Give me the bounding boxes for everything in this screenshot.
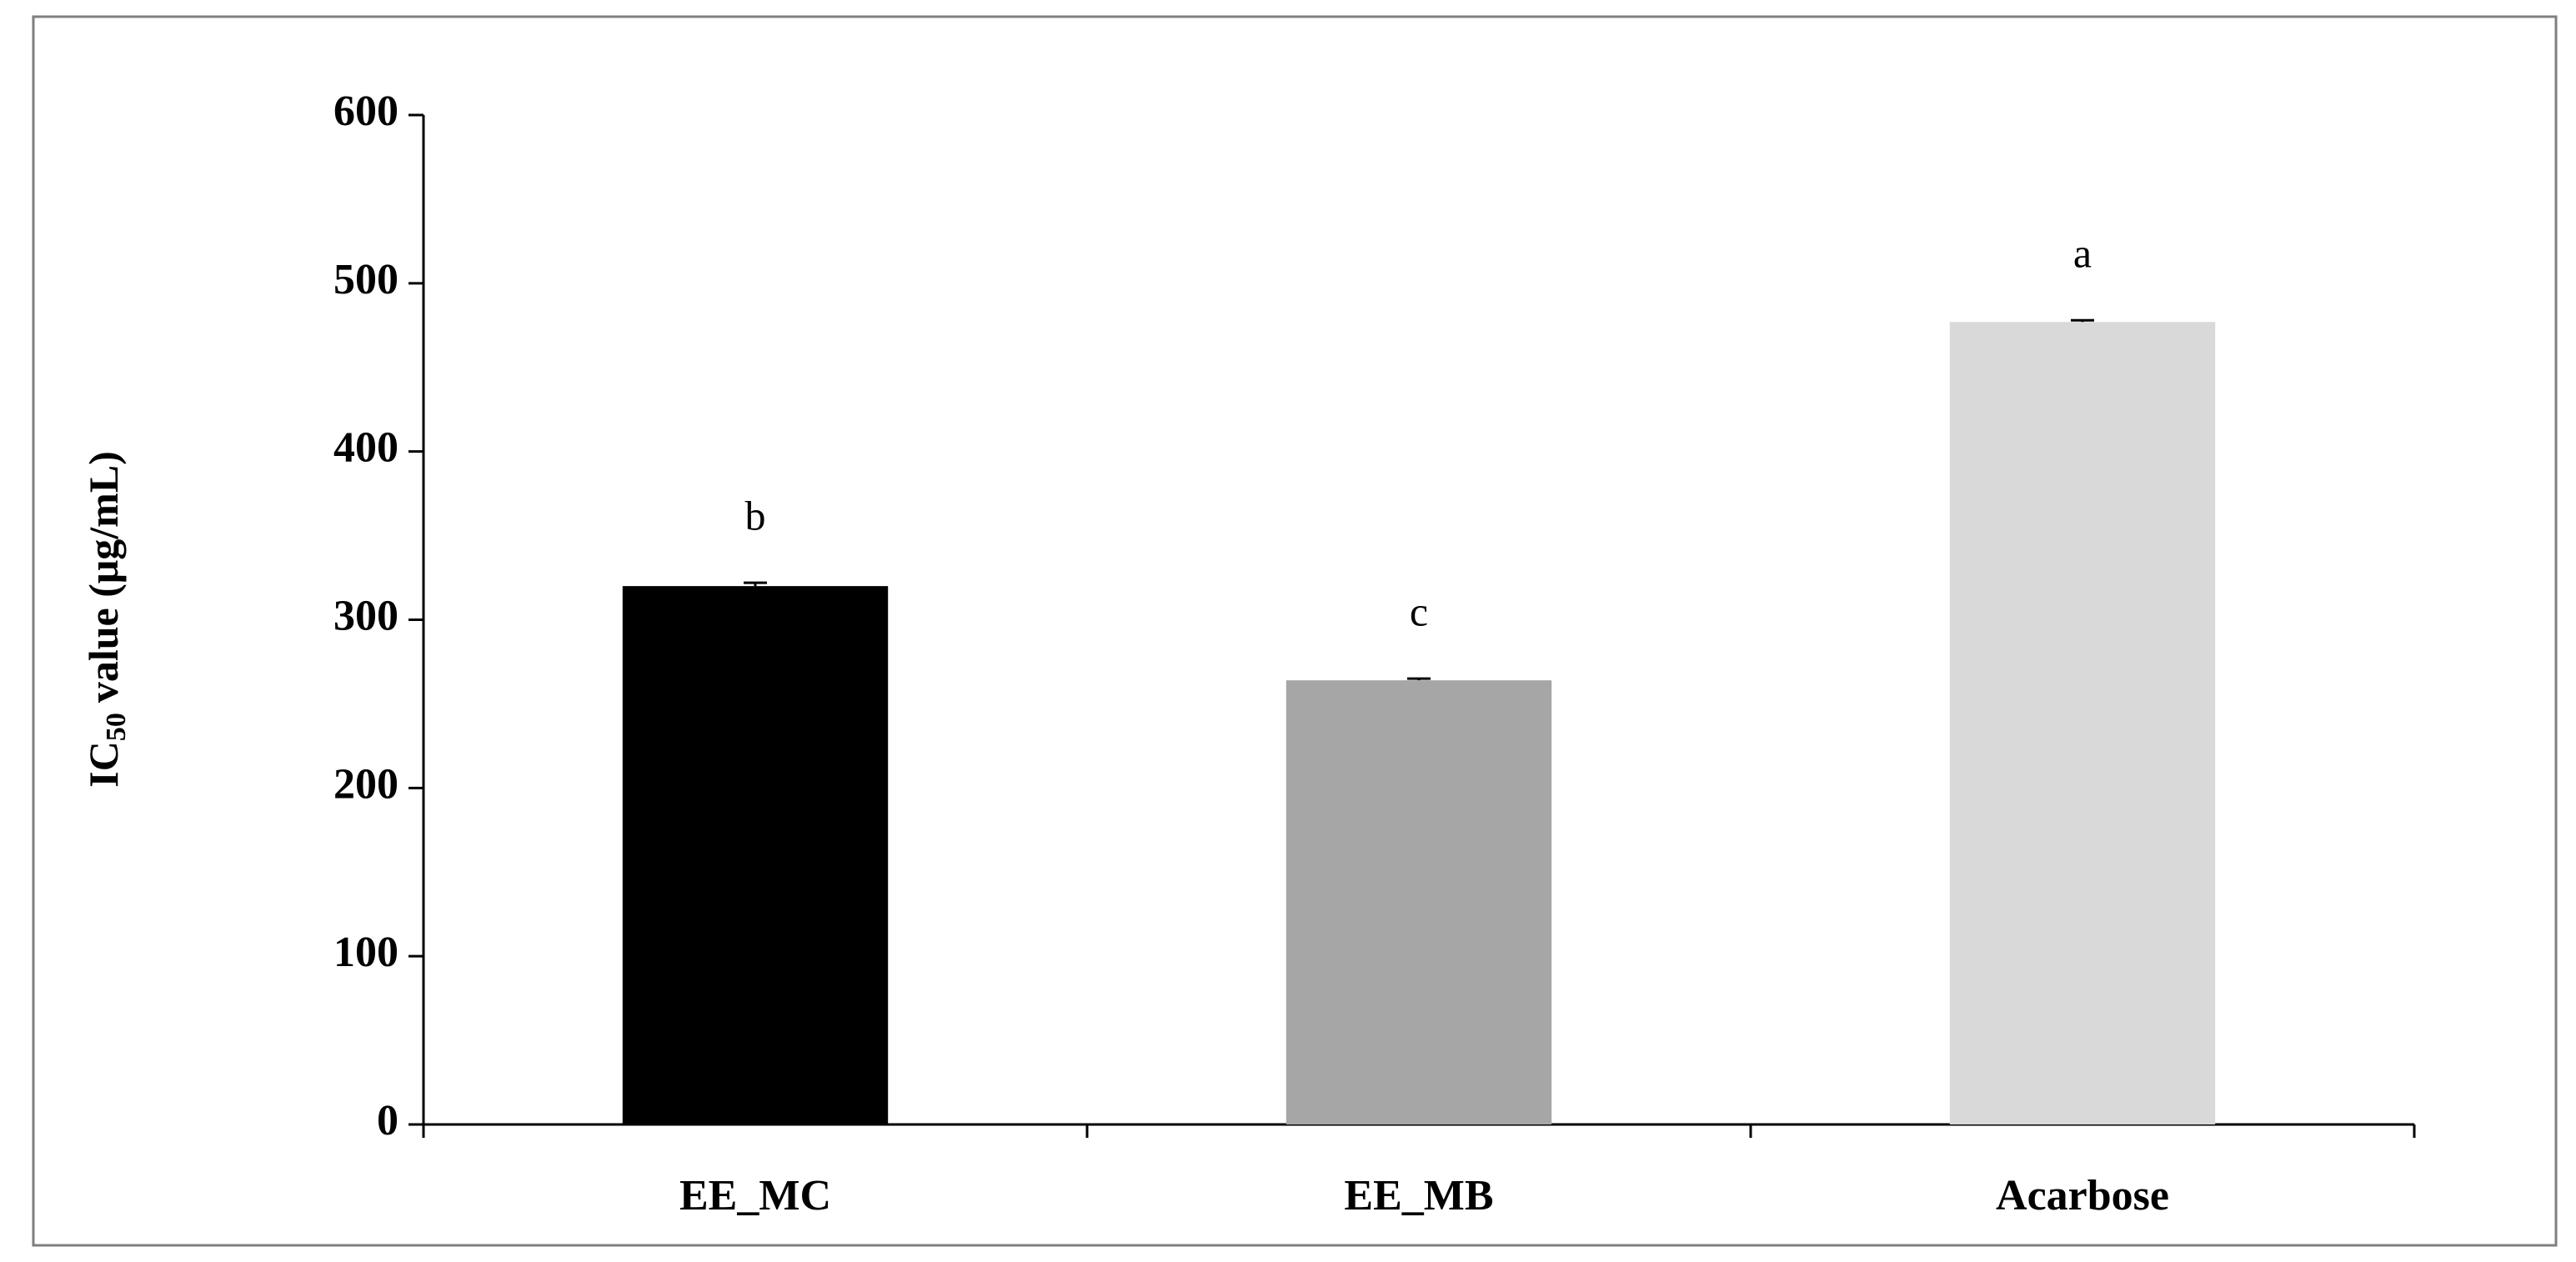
y-tick-label: 300 [333,592,398,639]
y-tick-label: 600 [333,88,398,135]
significance-letter: a [2073,230,2092,277]
significance-letter: c [1410,588,1428,635]
error-bar [2071,318,2094,323]
y-tick-label: 400 [333,424,398,472]
y-tick-label: 200 [333,760,398,808]
y-axis-label: IC50 value (μg/mL) [80,451,131,788]
bar [622,586,889,1124]
y-label-rest: value (μg/mL) [80,451,127,703]
bar [1285,680,1552,1124]
error-bar [1407,677,1431,681]
y-tick-label: 0 [377,1097,398,1144]
error-bar [744,581,767,587]
significance-letter: b [745,493,766,539]
y-tick-label: 500 [333,256,398,303]
x-tick-label: Acarbose [1996,1172,2169,1219]
x-tick-label: EE_MB [1344,1172,1493,1219]
bar [1949,322,2216,1124]
y-label-subscript: 50 [101,713,132,741]
y-tick-label: 100 [333,929,398,976]
y-label-main: IC [80,741,127,788]
x-tick-label: EE_MC [679,1172,831,1219]
